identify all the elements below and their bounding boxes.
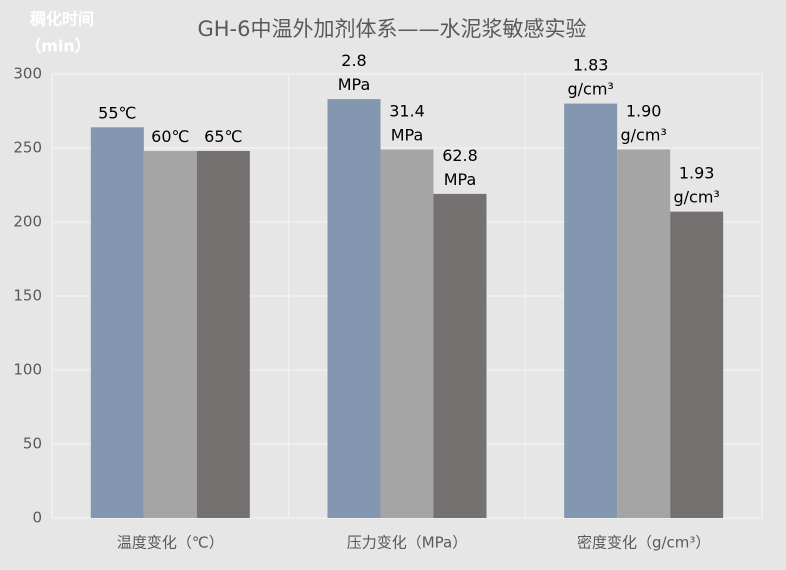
x-tick-label: 温度变化（℃） — [117, 534, 224, 552]
y-tick-label: 150 — [13, 287, 42, 305]
x-tick-label: 密度变化（g/cm³） — [577, 534, 710, 552]
bar — [433, 193, 487, 518]
bar — [327, 99, 381, 518]
data-label-line: 60℃ — [151, 126, 189, 145]
data-label-line: 55℃ — [98, 103, 136, 122]
bar — [196, 150, 250, 518]
y-tick-label: 300 — [13, 65, 42, 83]
data-label: 60℃ — [151, 126, 189, 145]
data-label-line: g/cm³ — [567, 79, 613, 98]
data-label-line: 2.8 — [341, 51, 366, 70]
y-tick-label: 50 — [23, 435, 42, 453]
data-label-line: 1.90 — [626, 101, 662, 120]
y-axis-title: 稠化时间 — [30, 10, 94, 29]
bar — [617, 149, 671, 519]
data-label-line: 1.93 — [679, 163, 715, 182]
data-label-line: MPa — [338, 75, 371, 94]
data-label: 1.90 g/cm³ — [620, 101, 666, 144]
chart-title: GH-6中温外加剂体系——水泥浆敏感实验 — [197, 17, 586, 41]
data-label: 2.8 MPa — [338, 51, 371, 94]
y-tick-label: 200 — [13, 213, 42, 231]
data-label-line: MPa — [444, 169, 477, 188]
data-label-line: 31.4 — [389, 101, 425, 120]
bar — [90, 127, 144, 518]
x-tick-label: 压力变化（MPa） — [347, 534, 468, 552]
data-label: 65℃ — [204, 126, 242, 145]
bar — [670, 211, 724, 518]
data-label-line: MPa — [391, 125, 424, 144]
y-tick-label: 100 — [13, 361, 42, 379]
data-label-line: 62.8 — [442, 145, 478, 164]
bar — [380, 149, 434, 519]
data-label-line: g/cm³ — [620, 125, 666, 144]
data-label-line: 1.83 — [573, 55, 609, 74]
data-label-line: g/cm³ — [673, 187, 719, 206]
data-label: 55℃ — [98, 103, 136, 122]
data-label: 31.4 MPa — [389, 101, 425, 144]
bar — [564, 103, 618, 518]
y-tick-label: 250 — [13, 139, 42, 157]
data-label-line: 65℃ — [204, 126, 242, 145]
y-tick-label: 0 — [32, 509, 42, 527]
data-label: 1.83 g/cm³ — [567, 55, 613, 98]
data-label: 62.8 MPa — [442, 145, 478, 188]
bar — [143, 150, 197, 518]
data-label: 1.93 g/cm³ — [673, 163, 719, 206]
y-axis-title: （min） — [25, 37, 91, 56]
